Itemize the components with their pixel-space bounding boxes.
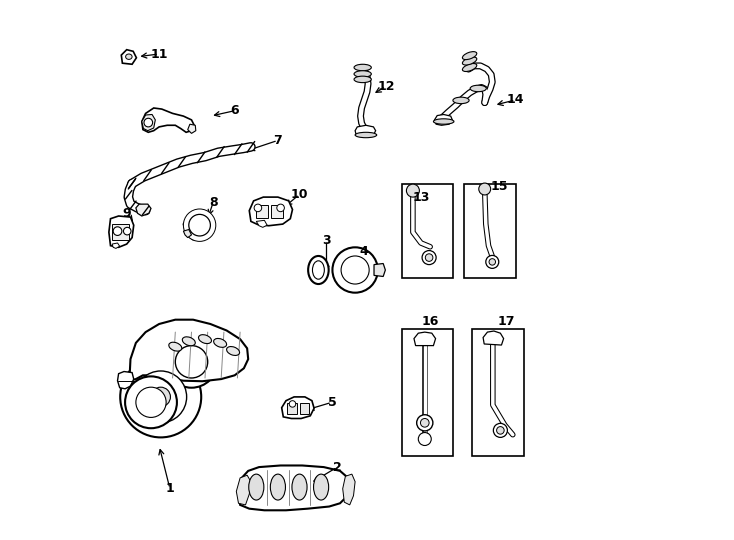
- Ellipse shape: [313, 474, 329, 500]
- Text: 1: 1: [166, 482, 174, 495]
- Text: 8: 8: [208, 196, 217, 209]
- Text: 16: 16: [422, 315, 440, 328]
- Polygon shape: [188, 124, 196, 133]
- Ellipse shape: [182, 337, 195, 346]
- Circle shape: [421, 418, 429, 427]
- Bar: [464, 184, 515, 278]
- Polygon shape: [483, 331, 504, 345]
- Ellipse shape: [198, 335, 211, 343]
- Ellipse shape: [355, 132, 377, 138]
- Circle shape: [422, 251, 436, 265]
- Circle shape: [407, 184, 419, 197]
- Bar: [112, 224, 129, 240]
- Polygon shape: [343, 474, 355, 505]
- Circle shape: [486, 255, 499, 268]
- Circle shape: [166, 336, 217, 388]
- Polygon shape: [250, 197, 292, 226]
- Polygon shape: [136, 204, 151, 216]
- Polygon shape: [236, 475, 251, 505]
- Ellipse shape: [470, 85, 487, 92]
- Ellipse shape: [308, 256, 329, 284]
- Circle shape: [123, 227, 131, 235]
- Circle shape: [489, 259, 495, 265]
- Text: 13: 13: [413, 191, 429, 204]
- Ellipse shape: [249, 474, 264, 500]
- Polygon shape: [184, 212, 213, 240]
- Ellipse shape: [270, 474, 286, 500]
- Circle shape: [189, 214, 211, 236]
- Ellipse shape: [227, 347, 239, 355]
- Circle shape: [333, 247, 378, 293]
- Circle shape: [479, 183, 490, 195]
- Polygon shape: [435, 114, 452, 125]
- Bar: [287, 403, 297, 414]
- Polygon shape: [117, 372, 134, 389]
- Circle shape: [418, 433, 432, 446]
- Ellipse shape: [354, 64, 371, 71]
- Ellipse shape: [453, 97, 469, 104]
- Ellipse shape: [292, 474, 307, 500]
- Polygon shape: [414, 332, 435, 346]
- Polygon shape: [282, 397, 314, 418]
- Text: 4: 4: [360, 245, 368, 258]
- Bar: [402, 184, 454, 278]
- Circle shape: [144, 118, 153, 127]
- Ellipse shape: [433, 119, 454, 124]
- Ellipse shape: [462, 57, 477, 65]
- Polygon shape: [112, 243, 120, 248]
- Circle shape: [277, 204, 284, 212]
- Polygon shape: [239, 465, 349, 510]
- Text: 9: 9: [123, 207, 131, 220]
- Circle shape: [417, 415, 433, 431]
- Polygon shape: [121, 50, 137, 64]
- Text: 15: 15: [490, 180, 508, 193]
- Text: 17: 17: [498, 315, 515, 328]
- Polygon shape: [129, 320, 248, 381]
- Ellipse shape: [462, 52, 477, 59]
- Bar: [472, 329, 523, 456]
- Text: 14: 14: [506, 93, 524, 106]
- Bar: [256, 205, 268, 218]
- Circle shape: [425, 254, 433, 261]
- Polygon shape: [142, 114, 156, 131]
- Polygon shape: [184, 230, 192, 238]
- Text: 11: 11: [150, 48, 168, 60]
- Circle shape: [497, 427, 504, 434]
- Circle shape: [125, 376, 177, 428]
- Text: 2: 2: [333, 461, 341, 474]
- Ellipse shape: [126, 54, 132, 59]
- Ellipse shape: [313, 261, 324, 279]
- Text: 6: 6: [230, 104, 239, 117]
- Ellipse shape: [169, 342, 182, 351]
- Circle shape: [113, 227, 122, 235]
- Circle shape: [120, 356, 201, 437]
- Circle shape: [289, 401, 296, 407]
- Text: 3: 3: [322, 234, 331, 247]
- Ellipse shape: [354, 71, 371, 77]
- Text: 10: 10: [291, 188, 308, 201]
- Polygon shape: [109, 216, 134, 247]
- Ellipse shape: [354, 76, 371, 83]
- Circle shape: [184, 209, 216, 241]
- Text: 5: 5: [327, 396, 336, 409]
- Circle shape: [175, 346, 208, 378]
- Circle shape: [493, 423, 507, 437]
- Bar: [271, 205, 283, 218]
- Polygon shape: [256, 220, 267, 227]
- Ellipse shape: [214, 339, 227, 347]
- Ellipse shape: [462, 64, 477, 71]
- Text: 12: 12: [377, 80, 395, 93]
- Bar: [402, 329, 454, 456]
- Polygon shape: [374, 264, 385, 276]
- Circle shape: [136, 387, 166, 417]
- Polygon shape: [142, 108, 195, 132]
- Circle shape: [341, 256, 369, 284]
- Bar: [299, 403, 309, 414]
- Text: 7: 7: [274, 134, 283, 147]
- Circle shape: [151, 387, 170, 407]
- Circle shape: [254, 204, 262, 212]
- Circle shape: [135, 371, 186, 423]
- Polygon shape: [355, 125, 376, 136]
